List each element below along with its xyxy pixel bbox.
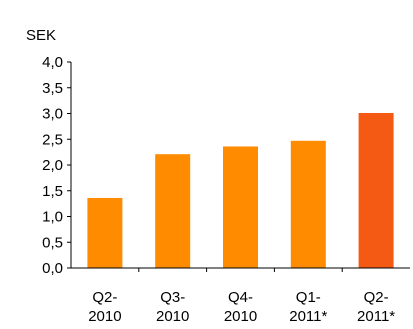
x-axis-tick-marks — [138, 268, 343, 272]
y-tick-label: 3,0 — [42, 106, 63, 123]
bar — [87, 197, 123, 268]
x-tick-label: Q2- — [92, 289, 117, 306]
bars — [87, 112, 394, 268]
x-tick-label: Q1- — [296, 289, 321, 306]
y-tick-label: 2,5 — [42, 131, 63, 148]
y-tick-label: 1,0 — [42, 209, 63, 226]
x-tick-label: Q4- — [228, 289, 253, 306]
x-tick-label: 2010 — [88, 308, 121, 325]
y-tick-label: 3,5 — [42, 80, 63, 97]
y-tick-label: 1,5 — [42, 183, 63, 200]
x-tick-label: 2010 — [156, 308, 189, 325]
y-tick-label: 2,0 — [42, 157, 63, 174]
x-tick-label: 2011* — [289, 308, 327, 325]
x-axis-labels: Q2- 2010 Q3- 2010 Q4- 2010 Q1- 2011* Q2- 2011* — [88, 289, 395, 325]
y-unit-label: SEK — [26, 27, 56, 44]
y-tick-label: 0,5 — [42, 234, 63, 251]
y-axis-ticks: 0,0 0,5 1,0 1,5 2,0 2,5 3,0 3,5 4,0 — [42, 54, 71, 277]
bar — [155, 154, 191, 268]
x-tick-label: Q2- — [364, 289, 389, 306]
bar — [358, 112, 394, 268]
x-tick-label: Q3- — [160, 289, 185, 306]
bar — [223, 146, 258, 268]
y-tick-label: 0,0 — [42, 260, 63, 277]
x-tick-label: 2011* — [357, 308, 395, 325]
bar — [290, 140, 326, 268]
x-tick-label: 2010 — [224, 308, 257, 325]
y-tick-label: 4,0 — [42, 54, 63, 71]
